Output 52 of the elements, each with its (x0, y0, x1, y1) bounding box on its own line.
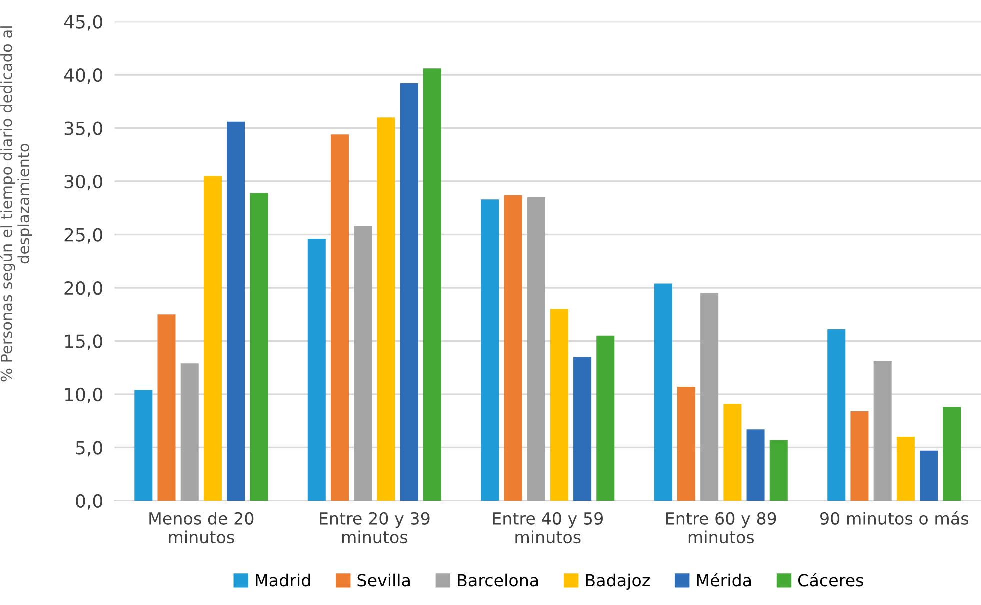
y-tick-label: 25,0 (64, 228, 102, 244)
bar (596, 336, 615, 501)
x-tick-label: Menos de 20 minutos (150, 512, 254, 544)
bar (377, 118, 396, 501)
legend-label: Madrid (256, 574, 310, 587)
y-tick-label: 30,0 (64, 174, 102, 190)
y-tick-label: 5,0 (76, 441, 102, 457)
x-tick-label: Entre 20 y 39 minutos (320, 512, 430, 544)
bar (920, 450, 938, 501)
bar (400, 84, 418, 501)
x-tick-label: Entre 60 y 89 minutos (666, 512, 776, 544)
y-tick-label: 10,0 (65, 388, 102, 404)
bar (874, 361, 892, 501)
bar (250, 193, 268, 501)
bar (204, 176, 222, 501)
bar (654, 284, 672, 501)
bar (180, 364, 199, 501)
bar (227, 122, 246, 501)
legend-label: Mérida (697, 573, 752, 587)
y-tick-label: 45,0 (64, 15, 102, 31)
legend-label: Cáceres (798, 573, 864, 587)
y-tick-label: 40,0 (64, 68, 102, 84)
bar (354, 226, 372, 501)
bar (527, 197, 546, 501)
bar (943, 407, 962, 501)
bar (724, 404, 742, 501)
bar (134, 390, 153, 501)
bar (770, 440, 788, 501)
y-axis-title: % Personas según el tiempo diario dedicado al desplazamiento (0, 26, 32, 382)
bar (828, 330, 846, 501)
legend-label: Barcelona (458, 574, 538, 587)
bar (423, 68, 442, 501)
y-tick-label: 20,0 (64, 281, 102, 297)
bar (677, 387, 696, 501)
x-tick-label: Entre 40 y 59 minutos (493, 512, 603, 544)
bar (504, 195, 522, 501)
legend-label: Sevilla (358, 574, 410, 587)
y-tick-label: 0,0 (76, 494, 102, 510)
x-tick-label: 90 minutos o más (820, 511, 968, 525)
bar (700, 293, 719, 501)
bar (308, 239, 326, 501)
y-tick-label: 35,0 (64, 122, 102, 138)
bar (158, 314, 176, 501)
y-tick-label: 15,0 (65, 334, 102, 350)
bar (330, 134, 350, 501)
bar (896, 437, 915, 501)
bar (574, 357, 592, 501)
bar (850, 411, 869, 501)
bar (550, 309, 568, 501)
legend-label: Badajoz (586, 574, 650, 590)
bar (746, 430, 765, 501)
bar (481, 200, 500, 501)
